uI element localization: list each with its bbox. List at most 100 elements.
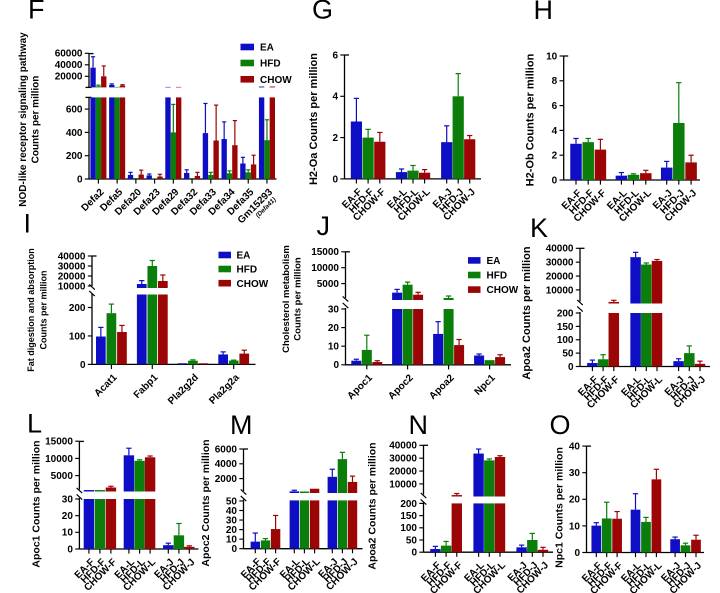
- svg-text:6: 6: [552, 101, 558, 112]
- svg-text:L: L: [27, 409, 42, 439]
- svg-text:EA: EA: [487, 256, 501, 267]
- svg-text:Npc1 Counts per million: Npc1 Counts per million: [554, 447, 566, 568]
- svg-text:Apoc1 Counts per million: Apoc1 Counts per million: [30, 440, 42, 567]
- svg-text:15000: 15000: [311, 247, 339, 258]
- svg-text:4000: 4000: [215, 459, 238, 470]
- svg-text:30: 30: [226, 515, 238, 526]
- svg-text:HFD: HFD: [260, 59, 281, 70]
- svg-text:5000: 5000: [51, 471, 74, 482]
- svg-text:150: 150: [400, 511, 417, 522]
- svg-text:20: 20: [226, 525, 238, 536]
- svg-text:O: O: [550, 410, 571, 440]
- svg-text:10000: 10000: [389, 479, 417, 490]
- svg-text:30000: 30000: [389, 454, 417, 465]
- svg-text:Counts per million: Counts per million: [30, 76, 41, 164]
- svg-text:Fat digestion and absorption: Fat digestion and absorption: [26, 248, 36, 372]
- svg-text:40: 40: [226, 506, 238, 517]
- svg-text:EA: EA: [237, 251, 251, 262]
- svg-text:CHOW: CHOW: [487, 285, 519, 296]
- svg-text:H: H: [534, 0, 554, 25]
- svg-text:20: 20: [62, 511, 74, 522]
- svg-text:60000: 60000: [55, 49, 83, 60]
- svg-text:10000: 10000: [546, 285, 574, 296]
- svg-text:EA: EA: [260, 43, 274, 54]
- svg-text:40000: 40000: [389, 441, 417, 452]
- svg-text:0: 0: [333, 360, 339, 371]
- svg-text:30: 30: [62, 494, 74, 505]
- svg-text:0: 0: [77, 174, 83, 185]
- svg-text:I: I: [24, 209, 32, 239]
- svg-text:50: 50: [226, 496, 238, 507]
- svg-text:0: 0: [411, 548, 417, 559]
- svg-text:100: 100: [400, 523, 417, 534]
- svg-text:6: 6: [332, 50, 338, 61]
- svg-text:40000: 40000: [58, 251, 86, 262]
- svg-text:40000: 40000: [55, 60, 83, 71]
- svg-text:20000: 20000: [389, 466, 417, 477]
- svg-text:2: 2: [552, 151, 558, 162]
- svg-text:10000: 10000: [45, 454, 73, 465]
- svg-text:0: 0: [552, 175, 558, 186]
- svg-text:10000: 10000: [311, 263, 339, 274]
- svg-text:200: 200: [69, 303, 86, 314]
- svg-text:50: 50: [562, 349, 574, 360]
- svg-text:0: 0: [574, 548, 580, 559]
- svg-text:J: J: [317, 211, 331, 241]
- svg-text:0: 0: [231, 544, 237, 555]
- svg-text:150: 150: [557, 322, 574, 333]
- svg-text:Counts per million: Counts per million: [293, 257, 304, 341]
- svg-text:30: 30: [569, 468, 581, 479]
- svg-text:20000: 20000: [58, 271, 86, 282]
- svg-text:10: 10: [62, 528, 74, 539]
- svg-text:HFD: HFD: [237, 265, 258, 276]
- svg-text:0: 0: [332, 174, 338, 185]
- svg-text:8: 8: [552, 76, 558, 87]
- svg-text:40000: 40000: [546, 244, 574, 255]
- svg-text:0: 0: [67, 544, 73, 555]
- svg-text:M: M: [230, 410, 253, 440]
- svg-text:20000: 20000: [546, 271, 574, 282]
- svg-text:100: 100: [557, 335, 574, 346]
- svg-text:F: F: [28, 0, 45, 25]
- svg-text:6000: 6000: [215, 444, 238, 455]
- svg-text:HFD: HFD: [487, 271, 508, 282]
- svg-text:30000: 30000: [58, 261, 86, 272]
- svg-text:K: K: [530, 213, 548, 243]
- svg-text:G: G: [312, 0, 333, 25]
- svg-text:100: 100: [69, 331, 86, 342]
- svg-text:4: 4: [552, 126, 558, 137]
- svg-text:2: 2: [332, 133, 338, 144]
- svg-text:40: 40: [569, 442, 581, 453]
- svg-text:H2-Oa Counts per million: H2-Oa Counts per million: [308, 53, 320, 185]
- svg-text:10: 10: [569, 521, 581, 532]
- svg-text:N: N: [409, 410, 429, 440]
- svg-text:200: 200: [66, 151, 83, 162]
- svg-text:5000: 5000: [317, 279, 340, 290]
- svg-text:20000: 20000: [55, 72, 83, 83]
- svg-text:10: 10: [328, 342, 340, 353]
- svg-text:10: 10: [226, 535, 238, 546]
- svg-text:200: 200: [557, 308, 574, 319]
- svg-text:Counts per million: Counts per million: [39, 270, 49, 349]
- svg-text:50: 50: [406, 535, 418, 546]
- svg-text:Apoc2 Counts per million: Apoc2 Counts per million: [200, 439, 212, 566]
- svg-text:10: 10: [546, 51, 558, 62]
- svg-text:400: 400: [66, 128, 83, 139]
- svg-text:0: 0: [568, 362, 574, 373]
- svg-text:200: 200: [400, 499, 417, 510]
- svg-text:15000: 15000: [45, 437, 73, 448]
- svg-text:Cholesterol metabolism: Cholesterol metabolism: [281, 245, 292, 353]
- svg-text:30000: 30000: [546, 258, 574, 269]
- svg-text:NOD-like receptor signaling pa: NOD-like receptor signaling pathway: [18, 32, 29, 207]
- svg-text:0: 0: [80, 360, 86, 371]
- svg-text:30: 30: [328, 304, 340, 315]
- svg-text:10000: 10000: [58, 281, 86, 292]
- svg-text:600: 600: [66, 104, 83, 115]
- svg-text:CHOW: CHOW: [260, 75, 292, 86]
- svg-text:Apoa2 Counts per million: Apoa2 Counts per million: [367, 442, 379, 569]
- svg-text:2000: 2000: [215, 474, 238, 485]
- svg-text:H2-Ob Counts per million: H2-Ob Counts per million: [525, 53, 537, 186]
- svg-text:4: 4: [332, 92, 338, 103]
- svg-text:20: 20: [328, 323, 340, 334]
- svg-text:20: 20: [569, 495, 581, 506]
